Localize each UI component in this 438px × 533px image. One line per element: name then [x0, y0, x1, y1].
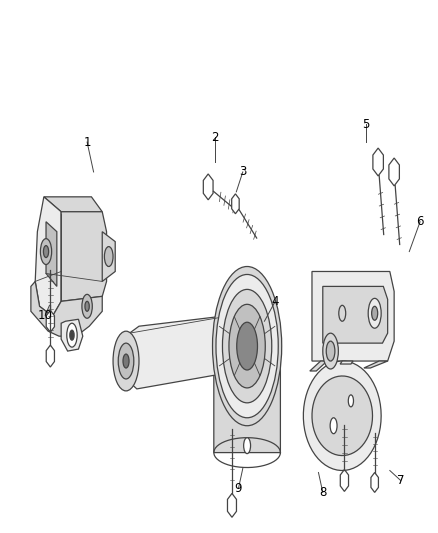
Circle shape	[223, 289, 272, 403]
Circle shape	[339, 305, 346, 321]
Text: 2: 2	[211, 131, 219, 143]
Text: 4: 4	[272, 295, 279, 308]
Polygon shape	[61, 212, 106, 301]
Circle shape	[82, 294, 92, 318]
Polygon shape	[364, 361, 388, 368]
Circle shape	[368, 298, 381, 328]
Polygon shape	[46, 345, 54, 367]
Polygon shape	[389, 158, 399, 186]
Polygon shape	[304, 361, 381, 471]
Circle shape	[244, 438, 251, 454]
Polygon shape	[46, 310, 54, 332]
Circle shape	[85, 301, 89, 311]
Polygon shape	[310, 361, 327, 371]
Circle shape	[348, 395, 353, 407]
Polygon shape	[61, 319, 83, 351]
Polygon shape	[323, 286, 388, 343]
Polygon shape	[214, 346, 280, 453]
Circle shape	[330, 418, 337, 434]
Circle shape	[229, 304, 265, 388]
Circle shape	[372, 306, 378, 320]
Polygon shape	[371, 472, 378, 492]
Circle shape	[43, 246, 49, 257]
Text: 7: 7	[397, 474, 404, 487]
Circle shape	[326, 341, 335, 361]
Polygon shape	[102, 232, 115, 281]
Polygon shape	[373, 148, 383, 176]
Circle shape	[40, 239, 52, 264]
Polygon shape	[312, 376, 372, 456]
Circle shape	[70, 330, 74, 340]
Text: 10: 10	[38, 309, 53, 322]
Circle shape	[67, 323, 77, 347]
Circle shape	[237, 322, 258, 370]
Polygon shape	[312, 271, 394, 361]
Circle shape	[212, 266, 282, 426]
Circle shape	[216, 274, 278, 418]
Circle shape	[323, 333, 338, 369]
Polygon shape	[227, 494, 237, 518]
Circle shape	[113, 331, 139, 391]
Polygon shape	[31, 281, 102, 336]
Polygon shape	[46, 222, 57, 286]
Text: 8: 8	[319, 486, 326, 499]
Circle shape	[104, 247, 113, 266]
Polygon shape	[44, 197, 102, 212]
Text: 6: 6	[417, 215, 424, 228]
Polygon shape	[35, 197, 61, 316]
Polygon shape	[340, 361, 353, 364]
Text: 5: 5	[362, 118, 370, 131]
Text: 9: 9	[235, 482, 242, 495]
Text: 3: 3	[239, 165, 247, 179]
Polygon shape	[128, 314, 251, 389]
Polygon shape	[203, 174, 213, 200]
Polygon shape	[232, 194, 239, 214]
Polygon shape	[340, 470, 349, 491]
Circle shape	[118, 343, 134, 379]
Text: 1: 1	[83, 135, 91, 149]
Circle shape	[123, 354, 129, 368]
